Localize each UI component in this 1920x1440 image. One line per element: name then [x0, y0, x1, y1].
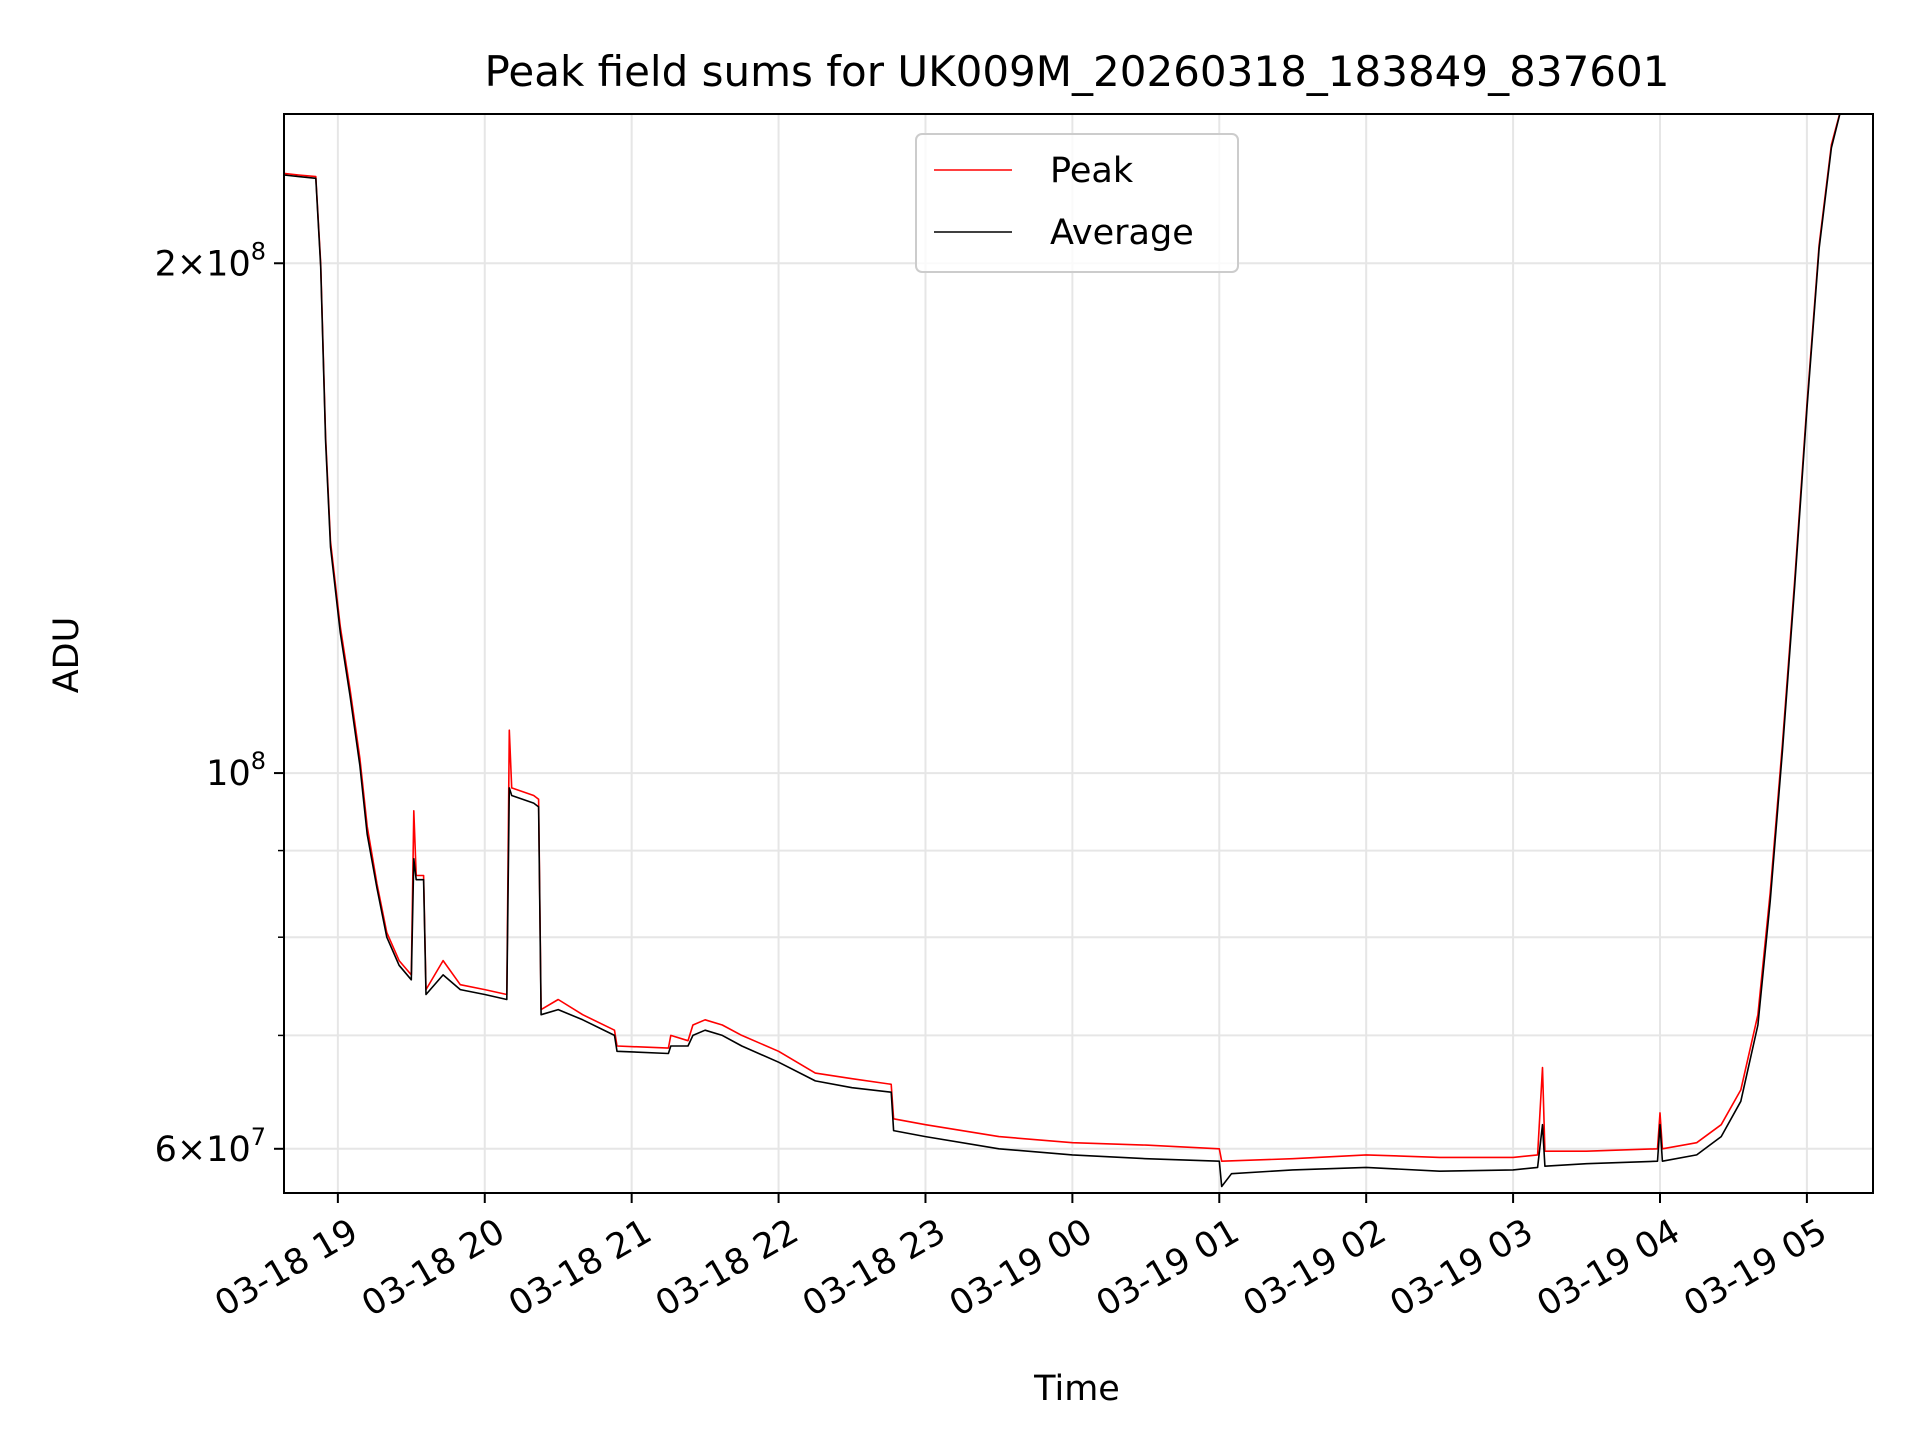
axes-frame — [283, 113, 1874, 1194]
y-tick-label: 2×108 — [155, 237, 266, 284]
series-line-average — [284, 114, 1841, 1188]
chart-title: Peak field sums for UK009M_20260318_1838… — [485, 47, 1670, 96]
legend: Peak Average — [915, 133, 1239, 273]
legend-box — [915, 133, 1239, 273]
x-axis-title: Time — [1033, 1369, 1120, 1409]
plot-area — [284, 114, 1841, 1188]
legend-label-average: Average — [1050, 213, 1194, 253]
legend-label-peak: Peak — [1050, 151, 1134, 191]
y-axis-title: ADU — [47, 617, 87, 694]
y-tick-label: 6×107 — [155, 1123, 266, 1170]
